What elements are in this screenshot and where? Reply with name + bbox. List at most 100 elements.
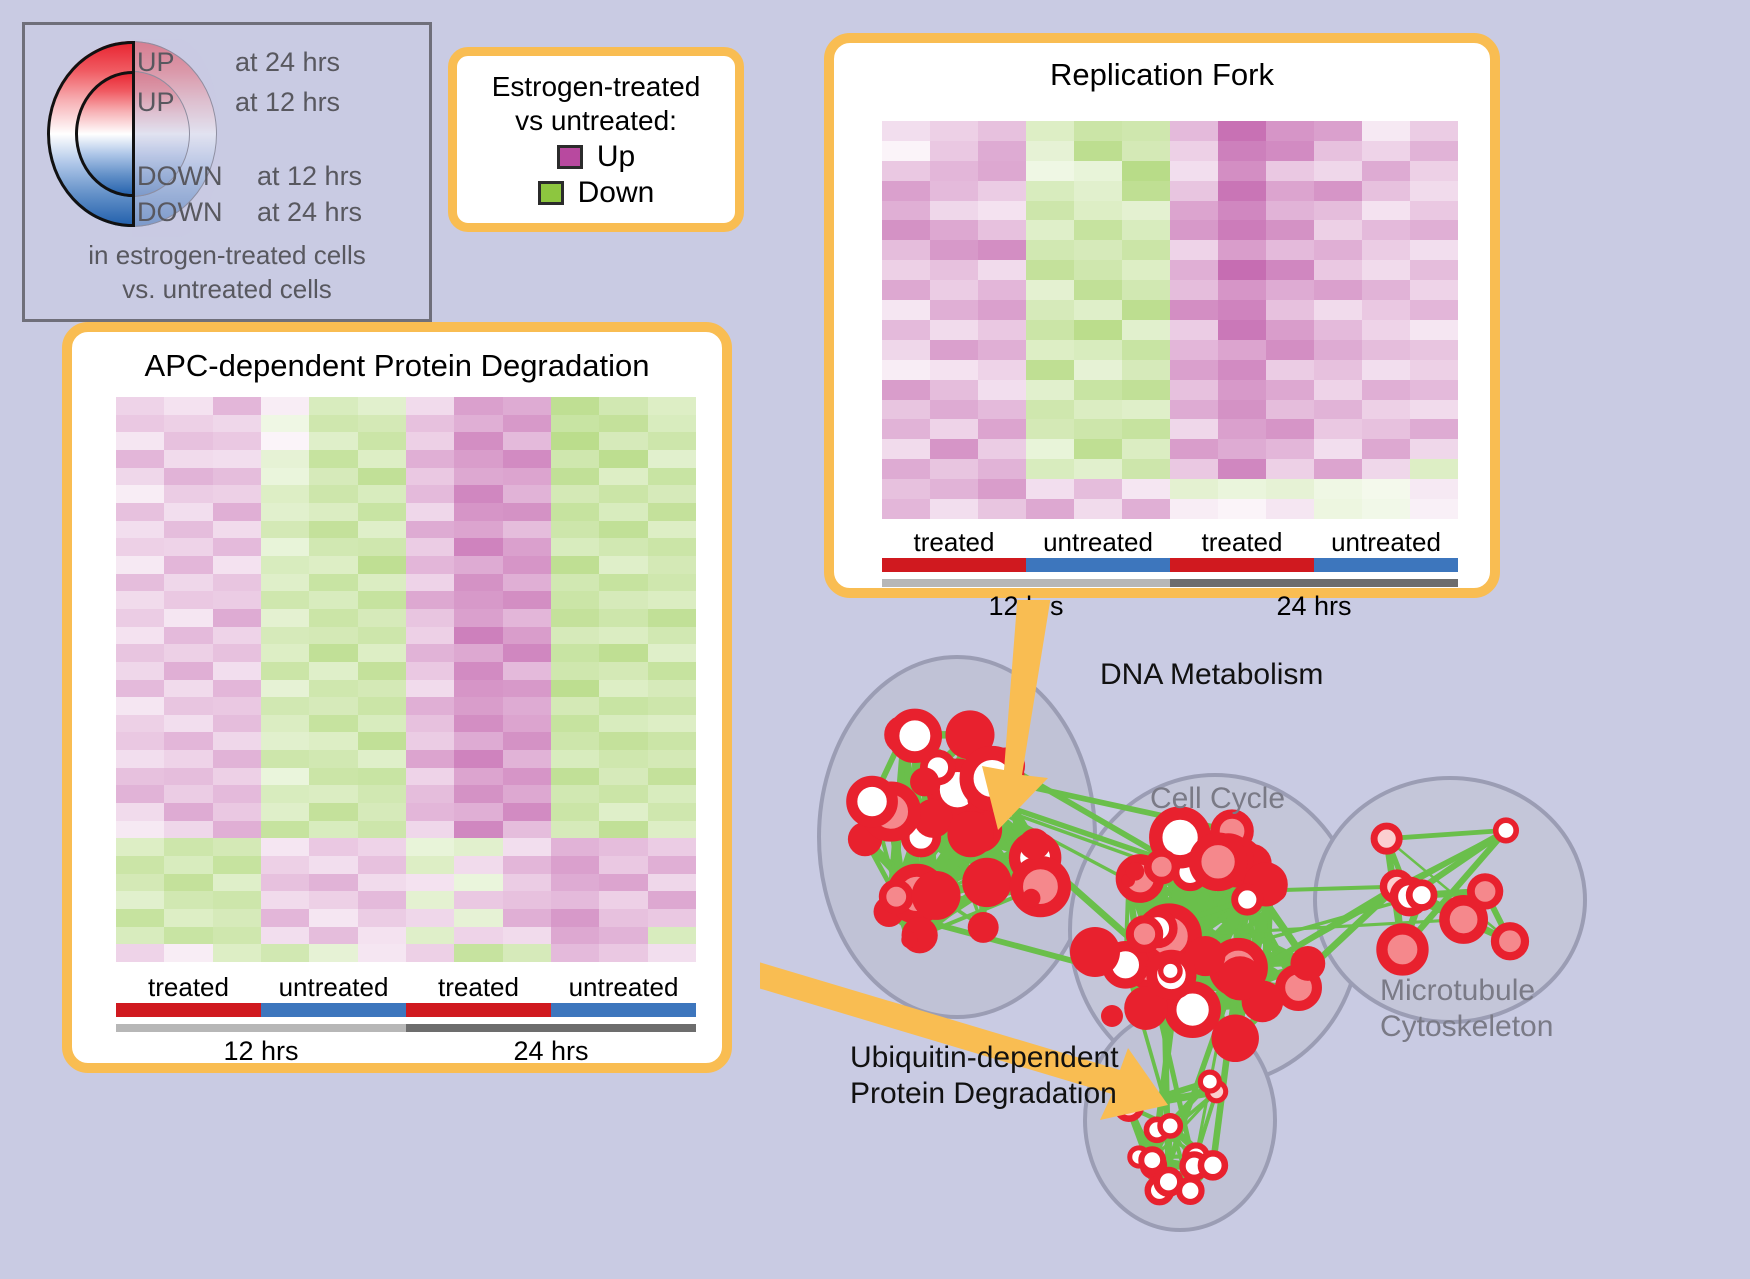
heatmap-cell [1074,479,1122,500]
network-node[interactable] [911,871,961,920]
network-node[interactable] [1217,956,1263,1001]
network-node[interactable] [1101,1005,1123,1027]
network-node[interactable] [1125,915,1164,953]
heatmap-cell [1122,399,1170,420]
heatmap-cell [599,803,648,821]
heatmap-cell [1074,200,1122,221]
heatmap-cell [454,714,503,733]
heatmap-cell [454,449,503,468]
network-node[interactable] [901,931,918,949]
heatmap-cell [599,679,648,698]
heatmap-cell [1362,200,1410,221]
heatmap-cell [1314,140,1362,161]
heatmap-cell [1122,499,1170,519]
heatmap-cell [1122,359,1170,380]
network-node[interactable] [962,857,1012,908]
network-node[interactable] [1070,927,1120,977]
heatmap-cell [212,926,261,945]
network-node[interactable] [887,708,943,764]
heatmap-cell [647,856,696,874]
heatmap-cell [1074,499,1122,519]
condition-labels-apc: treated untreated treated untreated [116,972,696,1003]
network-node[interactable] [1197,1150,1229,1181]
heatmap-cell [260,873,310,892]
heatmap-cell [1074,180,1122,201]
heatmap-cell [212,873,261,892]
heatmap-cell [1218,180,1266,201]
network-node[interactable] [1370,822,1403,855]
heatmap-cell [1170,240,1218,261]
heatmap-cell [357,485,406,503]
network-node[interactable] [1157,1112,1184,1139]
condition-label: untreated [1043,527,1153,557]
heatmap-cell [309,608,358,627]
network-node[interactable] [1009,855,1072,918]
network-node[interactable] [1197,1069,1222,1094]
network-node[interactable] [1019,828,1051,860]
network-node[interactable] [1021,888,1041,908]
heatmap-cell [1026,419,1074,440]
network-node[interactable] [947,811,994,858]
network-node[interactable] [1376,923,1429,976]
network-node[interactable] [1143,849,1180,885]
network-node[interactable] [1405,879,1438,911]
heatmap-cell [1314,499,1362,519]
heatmap-cell [1266,180,1314,201]
heatmap-cell [1266,459,1314,480]
heatmap-cell [454,750,503,768]
heatmap-cell [1026,499,1074,519]
network-edge [1386,828,1507,842]
network-node[interactable] [1290,946,1326,981]
network-node[interactable] [1188,832,1248,892]
heatmap-cell [454,767,503,786]
heatmap-cell [405,732,455,751]
heatmap-cell [550,397,600,415]
network-node[interactable] [1125,862,1145,881]
network-node[interactable] [945,710,995,760]
network-node[interactable] [1153,1166,1184,1197]
heatmap-cell [1026,180,1074,201]
heatmap-cell [599,573,648,592]
heatmap-cell [357,820,406,839]
heatmap-cell [357,679,406,698]
network-node[interactable] [1124,986,1168,1030]
heatmap-cell [405,626,455,645]
heatmap-cell [1266,260,1314,281]
heatmap-cell [599,414,648,433]
network-node[interactable] [1211,1014,1259,1062]
network-node[interactable] [1439,895,1488,944]
network-node[interactable] [1466,873,1504,910]
heatmap-cell [405,767,455,786]
heatmap-cell [550,608,600,627]
network-node[interactable] [1492,817,1520,844]
network-node[interactable] [1185,936,1226,977]
network-node[interactable] [1490,922,1530,961]
heatmap-cell [1266,220,1314,241]
heatmap-cell [164,414,213,433]
heatmap-cell [599,449,648,468]
network-node[interactable] [846,775,898,828]
network-node[interactable] [910,767,940,797]
heatmap-cell [882,121,930,141]
concentric-gradient-icon [47,39,221,237]
heatmap-cell [116,414,165,433]
network-node[interactable] [878,879,914,915]
heatmap-cell [405,644,455,662]
network-node[interactable] [1231,883,1264,916]
heatmap-cell [1362,339,1410,360]
heatmap-cell [260,608,310,627]
heatmap-cell [599,697,648,715]
heatmap-cell [405,856,455,874]
heatmap-cell [599,467,648,486]
heatmap-cell [164,502,213,521]
heatmap-cell [1218,439,1266,460]
heatmap-cell [260,573,310,592]
network-node[interactable] [1157,958,1183,984]
network-node[interactable] [967,911,999,943]
heatmap-cell [116,820,165,839]
network-node[interactable] [1138,1146,1167,1175]
heatmap-cell [309,397,358,415]
network-node[interactable] [913,798,953,838]
heatmap-cell [212,750,261,768]
heatmap-cell [1074,399,1122,420]
